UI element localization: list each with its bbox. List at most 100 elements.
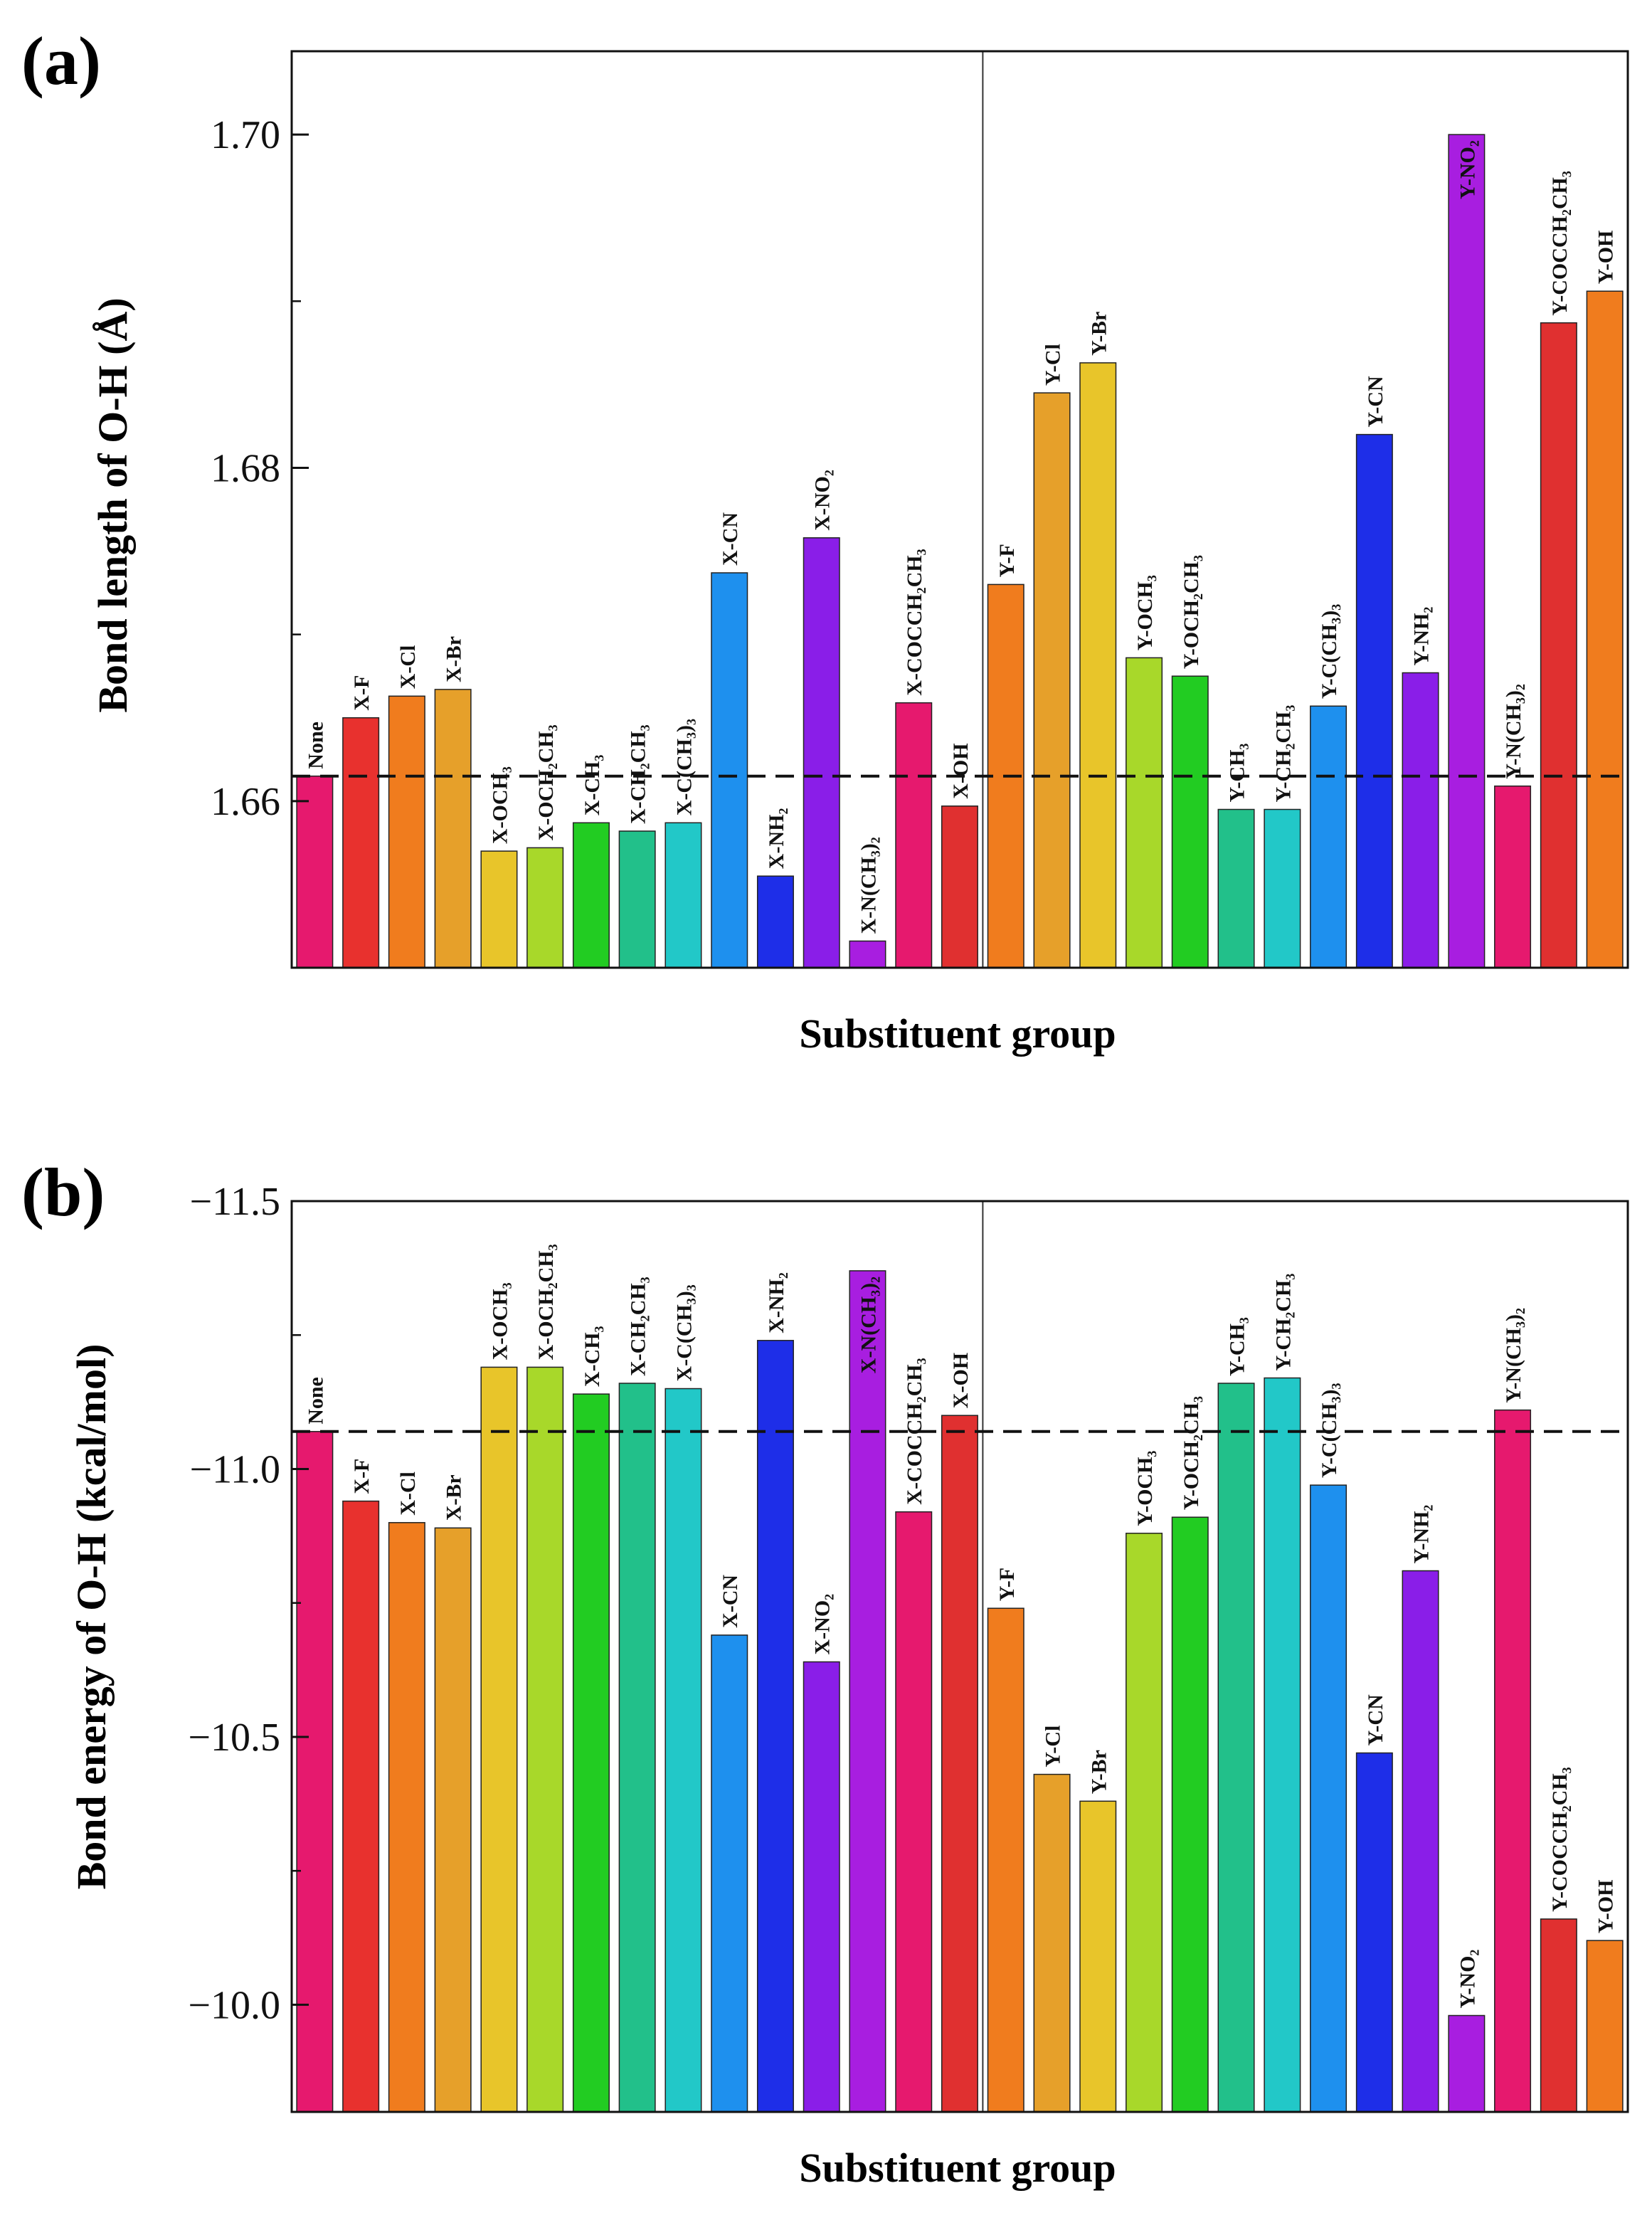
panel-a-bar-label-X-N(CH3)2: X-N(CH₃)₂ <box>857 837 881 934</box>
panel-b-bar-label-Y-N(CH3)2: Y-N(CH₃)₂ <box>1502 1308 1525 1403</box>
panel-a-bar-X-CN <box>711 572 748 968</box>
panel-a-bar-X-NH2 <box>756 875 794 968</box>
panel-b-bar-label-Y-F: Y-F <box>995 1568 1019 1601</box>
panel-a-bar-X-CH3 <box>572 822 610 968</box>
panel-a-bar-Y-NH2 <box>1402 672 1439 968</box>
panel-b-bar-X-COCCH2CH3 <box>895 1511 933 2113</box>
panel-b-bar-label-X-Br: X-Br <box>443 1474 466 1521</box>
panel-a-bar-label-Y-Cl: Y-Cl <box>1042 344 1065 386</box>
panel-a-axes-frame <box>290 50 1629 969</box>
panel-a-bar-Y-Cl <box>1033 392 1071 968</box>
panel-a-bar-label-X-CH3: X-CH₃ <box>581 755 604 816</box>
panel-b-bar-X-OCH2CH3 <box>526 1366 564 2113</box>
panel-a-bar-X-COCCH2CH3 <box>895 702 933 968</box>
panel-a-bar-Y-C(CH3)3 <box>1310 705 1347 968</box>
panel-b-bar-label-X-OCH2CH3: X-OCH₂CH₃ <box>534 1244 558 1360</box>
panel-a-bar-label-Y-OCH2CH3: Y-OCH₂CH₃ <box>1180 555 1203 669</box>
panel-b-bar-Y-Cl <box>1033 1773 1071 2113</box>
panel-a-bar-label-X-CH2CH3: X-CH₂CH₃ <box>627 724 650 824</box>
panel-a-bar-label-Y-OH: Y-OH <box>1594 231 1618 285</box>
panel-a-bar-Y-CH3 <box>1217 808 1255 968</box>
panel-b-bar-label-Y-OH: Y-OH <box>1594 1880 1618 1934</box>
panel-b-y-tick-label: −11.5 <box>189 1180 280 1224</box>
panel-b-bar-Y-NO2 <box>1448 2014 1486 2113</box>
panel-b-bar-label-X-N(CH3)2: X-N(CH₃)₂ <box>857 1277 881 1373</box>
panel-b-bar-X-OCH3 <box>480 1366 518 2113</box>
panel-b-bar-None <box>296 1431 334 2113</box>
panel-a-bar-label-X-OH: X-OH <box>949 743 973 798</box>
panel-a-bar-label-X-F: X-F <box>350 675 374 711</box>
panel-b-bar-label-Y-CN: Y-CN <box>1364 1694 1387 1746</box>
panel-a-bar-label-X-OCH2CH3: X-OCH₂CH₃ <box>534 724 558 840</box>
panel-b-bar-label-X-CH3: X-CH₃ <box>581 1326 604 1387</box>
panel-a-bar-Y-NO2 <box>1448 134 1486 968</box>
panel-b-bar-X-F <box>342 1500 380 2113</box>
panel-b-y-tick-label: −10.0 <box>188 1983 280 2027</box>
panel-a-bar-Y-OCH3 <box>1126 657 1163 968</box>
panel-a-bar-label-X-NO2: X-NO₂ <box>811 470 835 531</box>
panel-a-bar-label-X-COCCH2CH3: X-COCCH₂CH₃ <box>903 549 926 695</box>
panel-a-x-axis-title: Substituent group <box>799 1010 1116 1057</box>
panel-b-bar-X-NO2 <box>803 1661 840 2113</box>
panel-a-bar-Y-OCH2CH3 <box>1171 675 1209 968</box>
panel-a-bar-label-Y-NO2: Y-NO₂ <box>1456 140 1479 199</box>
panel-b-bar-Y-CH2CH3 <box>1264 1377 1301 2113</box>
panel-b-plot-area: None X-F X-Cl X-Br X-OCH₃ X-OCH₂CH₃ X-CH₃ X-CH₂… <box>188 1180 1629 2113</box>
panel-b-bar-label-X-OCH3: X-OCH₃ <box>488 1282 512 1360</box>
panel-a-bar-label-X-NH2: X-NH₂ <box>765 808 788 870</box>
panel-b-bar-Y-OCH2CH3 <box>1171 1516 1209 2113</box>
panel-a-bar-X-CH2CH3 <box>618 830 656 968</box>
panel-b-bar-label-Y-Cl: Y-Cl <box>1042 1726 1065 1768</box>
panel-a-bar-X-Br <box>434 689 472 968</box>
panel-a-y-axis-title: Bond length of O-H (Å) <box>90 297 136 712</box>
panel-a-bar-label-Y-C(CH3)3: Y-C(CH₃)₃ <box>1318 604 1341 699</box>
panel-b-bar-label-X-CN: X-CN <box>719 1575 742 1628</box>
panel-b-bar-label-X-NH2: X-NH₂ <box>765 1272 788 1333</box>
panel-b-bar-X-N(CH3)2 <box>849 1270 886 2113</box>
panel-a-bar-label-X-Cl: X-Cl <box>396 645 420 690</box>
panel-b-bar-X-OH <box>941 1415 978 2113</box>
panel-b-bar-label-X-NO2: X-NO₂ <box>811 1594 835 1655</box>
panel-a-bar-label-X-Br: X-Br <box>443 636 466 682</box>
panel-a-bar-Y-CN <box>1355 433 1393 968</box>
panel-b-bar-label-X-Cl: X-Cl <box>396 1472 420 1516</box>
panel-b-bar-X-Cl <box>388 1522 425 2113</box>
panel-b-bar-Y-OH <box>1586 1940 1624 2113</box>
panel-a-bar-X-OCH3 <box>480 850 518 968</box>
panel-a-bar-X-Cl <box>388 695 425 968</box>
panel-a-bond-length: (a) None X-F X-Cl X-Br X-OCH₃ X-OCH₂CH₃ X-CH₃ X… <box>21 23 1629 1057</box>
panel-a-y-tick-label: 1.70 <box>211 113 280 157</box>
panel-b-bar-label-Y-OCH2CH3: Y-OCH₂CH₃ <box>1180 1396 1203 1510</box>
panel-b-bar-Y-CN <box>1355 1752 1393 2113</box>
panel-a-bar-X-OCH2CH3 <box>526 847 564 968</box>
panel-a-bar-X-F <box>342 717 380 968</box>
panel-a-bar-None <box>296 775 334 968</box>
panel-b-bar-label-X-OH: X-OH <box>949 1353 973 1408</box>
panel-b-bar-X-Br <box>434 1527 472 2113</box>
panel-a-bar-label-X-OCH3: X-OCH₃ <box>488 766 512 844</box>
panel-a-bar-Y-COCCH2CH3 <box>1540 322 1577 968</box>
panel-b-bar-Y-NH2 <box>1402 1570 1439 2113</box>
panel-a-bar-label-X-C(CH3)3: X-C(CH₃)₃ <box>672 719 696 815</box>
panel-a-bar-label-Y-Br: Y-Br <box>1087 312 1111 356</box>
panel-a-y-tick-label: 1.68 <box>211 446 280 490</box>
panel-a-bar-Y-CH2CH3 <box>1264 808 1301 968</box>
panel-b-bar-X-CH2CH3 <box>618 1383 656 2113</box>
panel-a-bar-Y-OH <box>1586 290 1624 968</box>
panel-b-x-axis-title: Substituent group <box>799 2145 1116 2191</box>
panel-b-bar-label-X-CH2CH3: X-CH₂CH₃ <box>627 1277 650 1376</box>
panel-a-bar-label-None: None <box>304 722 327 769</box>
panel-b-bar-Y-CH3 <box>1217 1383 1255 2113</box>
panel-a-bar-label-Y-F: Y-F <box>995 544 1019 577</box>
panel-b-bar-X-NH2 <box>756 1340 794 2113</box>
panel-b-bar-label-X-C(CH3)3: X-C(CH₃)₃ <box>672 1284 696 1381</box>
panel-b-bar-label-Y-CH3: Y-CH₃ <box>1226 1317 1249 1376</box>
panel-b-bar-label-None: None <box>304 1377 327 1425</box>
panel-a-bar-X-OH <box>941 805 978 968</box>
panel-b-bar-label-Y-CH2CH3: Y-CH₂CH₃ <box>1271 1274 1295 1371</box>
panel-a-bar-label-Y-CH2CH3: Y-CH₂CH₃ <box>1271 705 1295 803</box>
panel-b-bond-energy: (b) None X-F X-Cl X-Br X-OCH₃ X-OCH₂CH₃ X-CH₃ X… <box>21 1154 1629 2191</box>
panel-b-y-tick-label: −11.0 <box>189 1447 280 1491</box>
panel-b-bar-Y-C(CH3)3 <box>1310 1484 1347 2113</box>
